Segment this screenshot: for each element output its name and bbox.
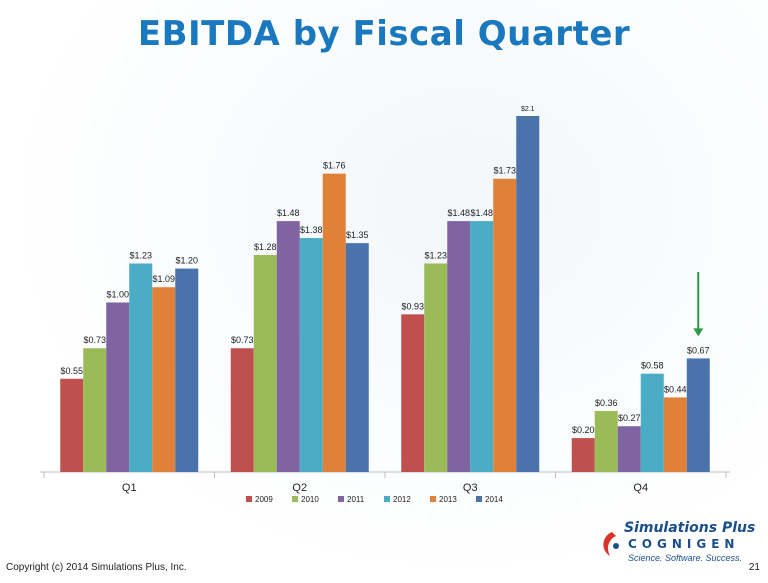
bar-q2-2011 xyxy=(276,221,300,472)
legend-swatch-2012 xyxy=(384,496,390,502)
annotation-arrow-head-icon xyxy=(693,328,704,337)
data-label: $1.28 xyxy=(254,242,277,252)
logo-line1: Simulations Plus xyxy=(624,520,756,536)
copyright-text: Copyright (c) 2014 Simulations Plus, Inc… xyxy=(6,562,187,573)
bar-q3-2014 xyxy=(516,116,540,472)
data-label: $0.36 xyxy=(595,398,618,408)
legend-swatch-2009 xyxy=(246,496,252,502)
bar-q2-2013 xyxy=(322,173,346,472)
bar-q4-2010 xyxy=(594,410,618,472)
data-label: $1.76 xyxy=(323,161,346,171)
legend-swatch-2014 xyxy=(476,496,482,502)
data-label: $1.00 xyxy=(106,289,129,299)
data-label: $1.48 xyxy=(447,208,470,218)
x-tick-label: Q1 xyxy=(122,482,137,494)
data-label: $0.73 xyxy=(83,335,106,345)
legend-swatch-2013 xyxy=(430,496,436,502)
x-tick-label: Q2 xyxy=(292,482,307,494)
bar-q2-2012 xyxy=(299,238,323,472)
logo-tagline: Science. Software. Success. xyxy=(628,553,743,563)
data-label: $1.38 xyxy=(300,225,323,235)
legend-label-2014: 2014 xyxy=(485,495,503,504)
logo-line2: COGNIGEN xyxy=(628,537,740,551)
bar-q4-2011 xyxy=(617,426,641,472)
bar-q1-2010 xyxy=(83,348,107,472)
bar-q3-2009 xyxy=(401,314,425,472)
data-label: $0.67 xyxy=(687,345,710,355)
logo-swirl-icon xyxy=(603,532,619,556)
data-label: $1.23 xyxy=(129,250,152,260)
x-tick-label: Q4 xyxy=(633,482,648,494)
bar-q1-2009 xyxy=(60,378,84,472)
bar-q3-2013 xyxy=(493,178,517,472)
bar-q2-2009 xyxy=(230,348,254,472)
legend-label-2009: 2009 xyxy=(255,495,273,504)
data-label: $1.09 xyxy=(152,274,175,284)
data-label: $1.35 xyxy=(346,230,369,240)
data-label: $0.93 xyxy=(401,301,424,311)
bar-q3-2012 xyxy=(470,221,494,472)
data-label: $0.44 xyxy=(664,384,687,394)
legend-swatch-2010 xyxy=(292,496,298,502)
data-label: $1.20 xyxy=(175,256,198,266)
data-label: $0.58 xyxy=(641,361,664,371)
legend-label-2012: 2012 xyxy=(393,495,411,504)
bar-q2-2010 xyxy=(253,255,277,472)
bar-q1-2014 xyxy=(175,268,199,472)
data-label: $1.48 xyxy=(277,208,300,218)
bar-q1-2011 xyxy=(106,302,130,472)
legend-label-2011: 2011 xyxy=(347,495,365,504)
data-label: $2.1 xyxy=(521,106,535,113)
bar-q4-2013 xyxy=(663,397,687,472)
bar-q1-2013 xyxy=(152,287,176,472)
legend-label-2013: 2013 xyxy=(439,495,457,504)
page-title: EBITDA by Fiscal Quarter xyxy=(137,14,631,54)
x-tick-label: Q3 xyxy=(463,482,478,494)
bar-q4-2012 xyxy=(640,373,664,472)
bar-q1-2012 xyxy=(129,263,153,472)
legend-swatch-2011 xyxy=(338,496,344,502)
data-label: $1.73 xyxy=(493,166,516,176)
bar-q3-2010 xyxy=(424,263,448,472)
bar-q4-2009 xyxy=(571,438,595,472)
legend-label-2010: 2010 xyxy=(301,495,319,504)
bar-q2-2014 xyxy=(345,243,369,472)
data-label: $1.48 xyxy=(470,208,493,218)
data-label: $0.27 xyxy=(618,413,641,423)
bar-q4-2014 xyxy=(686,358,710,472)
data-label: $0.20 xyxy=(572,425,595,435)
data-label: $1.23 xyxy=(424,250,447,260)
company-logo: Simulations Plus COGNIGEN Science. Softw… xyxy=(598,520,758,568)
page-number: 21 xyxy=(748,562,760,573)
bar-q3-2011 xyxy=(447,221,471,472)
data-label: $0.55 xyxy=(60,366,83,376)
data-label: $0.73 xyxy=(231,335,254,345)
